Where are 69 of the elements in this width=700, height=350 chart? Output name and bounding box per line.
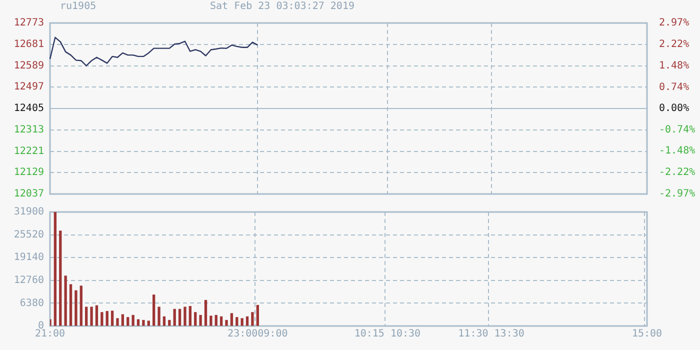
y-tick-label: 12760 — [14, 274, 44, 286]
bar — [90, 306, 93, 326]
bar — [69, 284, 72, 326]
bar — [199, 314, 202, 326]
y2-tick-label: 0.00% — [659, 103, 690, 114]
bar — [188, 306, 192, 326]
bar — [85, 306, 88, 326]
x-tick-label: 15:00 — [632, 328, 662, 340]
bar — [74, 290, 78, 326]
chart-title: ru1905 — [60, 1, 96, 12]
chart-subtitle: Sat Feb 23 03:03:27 2019 — [210, 1, 354, 12]
y-tick-label: 12221 — [14, 146, 44, 157]
y-tick-label: 12129 — [14, 167, 44, 178]
y-tick-label: 25520 — [14, 229, 44, 240]
bar — [80, 286, 82, 326]
bar — [251, 312, 254, 326]
y2-tick-label: 2.97% — [659, 18, 690, 29]
bar — [158, 306, 160, 326]
bar — [236, 317, 238, 326]
bar — [59, 230, 62, 326]
bar — [121, 314, 124, 326]
y2-tick-label: -2.22% — [659, 167, 696, 178]
bar — [126, 317, 130, 326]
y-tick-label: 31900 — [14, 206, 44, 218]
y-tick-label: 12589 — [14, 60, 44, 72]
bar — [214, 314, 218, 326]
bar — [110, 310, 114, 326]
bar — [162, 316, 166, 326]
y-tick-label: 12037 — [14, 188, 44, 200]
bar — [64, 276, 67, 326]
bar — [173, 308, 176, 326]
y-tick-label: 12773 — [14, 18, 44, 29]
y-tick-label: 12313 — [14, 124, 44, 136]
bar — [106, 311, 108, 326]
y-tick-label: 12405 — [14, 103, 44, 114]
bar — [184, 306, 186, 326]
bar — [194, 312, 197, 326]
bar — [132, 314, 134, 326]
y2-tick-label: 0.74% — [659, 82, 690, 93]
x-tick-label: 23:0009:00 — [228, 328, 288, 340]
y2-tick-label: 1.48% — [659, 60, 690, 72]
bar — [240, 318, 244, 326]
x-tick-label: 10:15 10:30 — [354, 328, 421, 340]
bar — [152, 294, 156, 326]
bar — [142, 320, 145, 326]
y2-tick-label: 2.22% — [659, 39, 690, 50]
y-tick-label: 6380 — [20, 298, 44, 309]
bar — [210, 316, 212, 326]
bar — [230, 313, 234, 326]
x-tick-label: 11:30 13:30 — [458, 328, 524, 340]
bar — [204, 300, 208, 326]
bar — [116, 318, 119, 326]
y2-tick-label: -2.97% — [659, 188, 696, 200]
bar — [95, 305, 98, 326]
bar — [168, 320, 171, 326]
bar — [220, 316, 223, 326]
bar — [178, 308, 182, 326]
bar — [256, 304, 259, 326]
bar — [54, 212, 57, 326]
bar — [136, 319, 140, 326]
bar — [100, 312, 104, 326]
y2-tick-label: -1.48% — [659, 146, 696, 157]
y-tick-label: 19140 — [14, 252, 44, 264]
y-tick-label: 12497 — [14, 82, 44, 93]
bar — [246, 316, 249, 326]
bar — [147, 320, 150, 326]
y-tick-label: 12681 — [14, 38, 44, 50]
bar — [225, 320, 228, 326]
y2-tick-label: -0.74% — [659, 124, 696, 136]
